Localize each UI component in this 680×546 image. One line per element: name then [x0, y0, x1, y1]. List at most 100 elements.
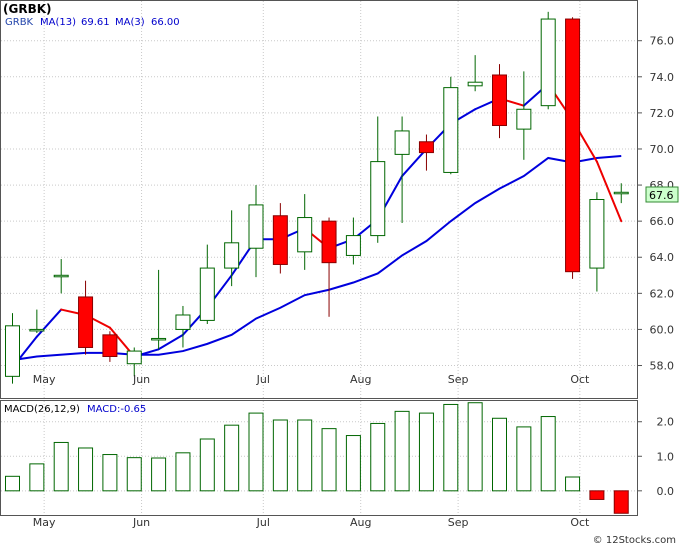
candle: [272, 203, 288, 274]
macd-bar: [151, 457, 167, 492]
candle: [345, 217, 361, 265]
macd-bar: [321, 428, 337, 492]
candle-body: [151, 337, 167, 341]
candle-body: [321, 220, 337, 264]
candle: [199, 244, 215, 325]
price-tick-label: 70.0: [650, 143, 675, 156]
candle-body: [540, 18, 556, 107]
candle-body: [492, 74, 507, 127]
price-tick-label: 66.0: [650, 215, 675, 228]
macd-bar: [492, 417, 507, 492]
candle-body: [175, 314, 191, 330]
price-tick-label: 58.0: [650, 360, 675, 373]
month-label: Jul: [256, 516, 270, 529]
candle-body: [224, 242, 240, 269]
macd-bar: [175, 452, 191, 492]
candle: [102, 331, 118, 362]
last-price-badge: [645, 186, 679, 203]
macd-bar: [589, 490, 605, 500]
macd-bar: [370, 422, 386, 492]
candle: [29, 309, 45, 334]
candle-body: [102, 334, 118, 357]
candle-body: [589, 199, 605, 269]
month-label: Jun: [132, 516, 150, 529]
candle: [248, 185, 264, 278]
macd-bar: [224, 424, 240, 492]
macd-tick-label: 2.0: [657, 416, 675, 429]
macd-bar: [540, 416, 556, 492]
candle: [297, 194, 313, 270]
macd-bar: [418, 412, 434, 492]
macd-tick-label: 0.0: [657, 485, 675, 498]
month-label: May: [33, 373, 56, 386]
price-tick-label: 62.0: [650, 287, 675, 300]
month-label: May: [33, 516, 56, 529]
price-tick-label: 74.0: [650, 71, 675, 84]
month-label: Jul: [256, 373, 270, 386]
month-label: Sep: [448, 373, 469, 386]
macd-bar: [394, 410, 410, 492]
candle-body: [443, 87, 459, 173]
candle-body: [613, 191, 629, 195]
month-label: Aug: [350, 373, 371, 386]
month-label: Aug: [350, 516, 371, 529]
candle: [467, 55, 483, 92]
candle: [418, 134, 434, 171]
macd-tick-label: 1.0: [657, 450, 675, 463]
axes: 58.060.062.064.066.068.070.072.074.076.0…: [33, 35, 674, 529]
candle: [394, 116, 410, 223]
macd-bar: [345, 435, 361, 492]
candle: [613, 183, 629, 204]
month-label: Oct: [570, 373, 590, 386]
price-tick-label: 72.0: [650, 107, 675, 120]
macd-bar: [53, 441, 69, 492]
month-label: Sep: [448, 516, 469, 529]
candle: [151, 269, 167, 350]
last-price-value: 67.6: [649, 189, 674, 202]
price-grid: [1, 1, 637, 398]
candle: [53, 259, 69, 294]
legend-ticker: GRBK: [5, 17, 34, 28]
macd-bar: [565, 476, 581, 492]
candle: [516, 71, 532, 160]
macd-bar: [29, 463, 45, 492]
macd-value-label: MACD:-0.65: [87, 404, 146, 415]
macd-bars: [5, 402, 629, 514]
candle: [565, 17, 581, 279]
legend-ma3-value: 66.00: [151, 17, 180, 28]
macd-bar: [78, 447, 94, 492]
macd-panel-frame: [0, 400, 638, 516]
macd-bar: [467, 402, 483, 492]
price-panel-frame: [0, 0, 638, 399]
price-tick-label: 64.0: [650, 251, 675, 264]
macd-bar: [248, 412, 264, 492]
candle-body: [5, 325, 20, 377]
candle-body: [345, 235, 361, 256]
candle-body: [29, 328, 45, 332]
legend-ma13-value: 69.61: [81, 17, 110, 28]
candle: [5, 313, 20, 384]
candle-body: [516, 108, 532, 130]
candle: [126, 347, 142, 377]
candle-body: [272, 215, 288, 265]
legend-ma13-label: MA(13): [40, 17, 76, 28]
candle: [224, 210, 240, 287]
candle-body: [53, 274, 69, 278]
macd-bar: [613, 490, 629, 514]
macd-bar: [297, 419, 313, 492]
month-label: Jun: [132, 373, 150, 386]
ticker-label: (GRBK): [3, 2, 52, 16]
macd-bar: [102, 454, 118, 492]
ma3-segment: [401, 147, 428, 178]
legend-ma3-label: MA(3): [115, 17, 145, 28]
price-tick-label: 76.0: [650, 35, 675, 48]
candle: [175, 305, 191, 348]
candle-body: [297, 217, 313, 253]
macd-bar: [126, 457, 142, 492]
candle-body: [126, 350, 142, 365]
candle-body: [394, 130, 410, 155]
candle-body: [78, 296, 94, 348]
candle-body: [467, 81, 483, 87]
